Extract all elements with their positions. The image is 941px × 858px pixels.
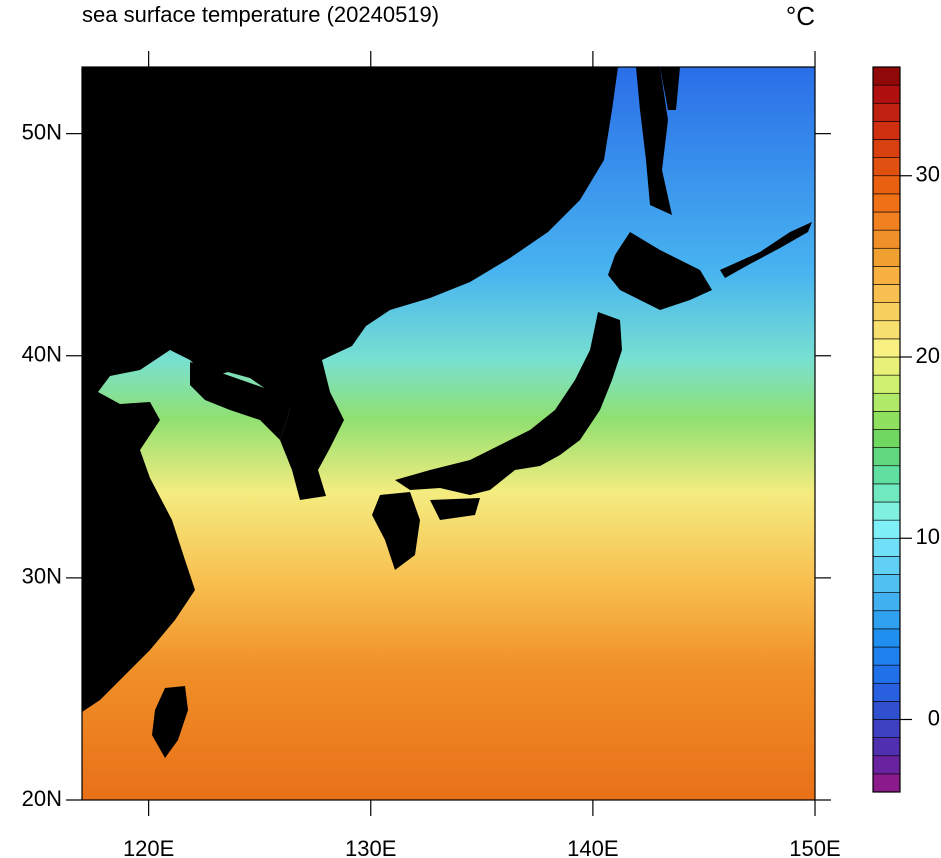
land-asia — [82, 67, 618, 712]
land-russia-ne — [660, 67, 680, 110]
colorbar-swatch — [872, 429, 901, 448]
colorbar-swatch — [872, 411, 901, 430]
colorbar-swatch — [872, 537, 901, 557]
colorbar-swatch — [872, 302, 901, 322]
colorbar-swatch — [872, 773, 901, 793]
land-taiwan — [152, 686, 188, 758]
colorbar-swatch — [872, 157, 901, 177]
axes: 120E 130E 140E 150E 20N 30N 40N 50N — [22, 51, 841, 858]
colorbar-swatch — [872, 175, 901, 195]
land-sakhalin — [636, 67, 672, 215]
land-bohai — [190, 362, 290, 440]
colorbar-swatch — [872, 392, 901, 412]
title: sea surface temperature (20240519) — [82, 2, 439, 27]
colorbar-swatch — [872, 701, 901, 720]
colorbar-swatch — [872, 501, 901, 521]
colorbar-swatch — [872, 211, 901, 231]
colorbar-swatch — [872, 664, 901, 684]
colorbar-swatch — [872, 66, 901, 86]
colorbar-swatch — [872, 646, 901, 666]
colorbar-swatch — [872, 356, 901, 376]
x-tick-label: 140E — [567, 836, 618, 858]
colorbar-tick-label: 10 — [916, 524, 940, 549]
colorbar-swatch — [872, 247, 901, 267]
map — [81, 66, 816, 801]
units: °C — [786, 1, 815, 31]
land-kyushu — [372, 492, 420, 570]
colorbar-swatch — [872, 682, 901, 702]
colorbar-swatch — [872, 610, 901, 630]
colorbar-swatch — [872, 574, 901, 593]
x-tick-label: 130E — [345, 836, 396, 858]
colorbar-swatch — [872, 719, 901, 738]
land-hokkaido — [608, 232, 712, 310]
map-frame — [81, 66, 816, 801]
y-tick-label: 50N — [22, 119, 62, 144]
x-tick-label: 150E — [789, 836, 840, 858]
colorbar-swatch — [872, 266, 901, 285]
y-tick-label: 40N — [22, 342, 62, 367]
colorbar-frame — [872, 66, 901, 793]
colorbar-swatch — [872, 229, 901, 249]
colorbar-swatch — [872, 556, 901, 575]
colorbar-swatch — [872, 737, 901, 757]
colorbar-swatch — [872, 121, 901, 140]
colorbar-swatch — [872, 755, 901, 775]
x-tick-label: 120E — [123, 836, 174, 858]
land-honshu — [395, 312, 622, 495]
colorbar-swatch — [872, 193, 901, 213]
colorbar-swatch — [872, 84, 901, 104]
land-shikoku — [430, 498, 480, 520]
colorbar-swatch — [872, 320, 901, 340]
colorbar-swatch — [872, 338, 901, 358]
colorbar-swatch — [872, 374, 901, 394]
colorbar-swatch — [872, 592, 901, 612]
y-tick-label: 20N — [22, 786, 62, 811]
colorbar-swatch — [872, 102, 901, 122]
colorbar-tick-label: 20 — [916, 343, 940, 368]
colorbar-swatch — [872, 465, 901, 485]
colorbar-swatch — [872, 447, 901, 467]
land-kuril — [720, 222, 812, 278]
colorbar-swatch — [872, 519, 901, 539]
colorbar-swatch — [872, 628, 901, 648]
colorbar-swatch — [872, 284, 901, 303]
colorbar-swatch — [872, 483, 901, 503]
colorbar: 0 10 20 30 — [872, 66, 940, 793]
y-tick-label: 30N — [22, 564, 62, 589]
colorbar-tick-label: 30 — [916, 162, 940, 187]
colorbar-tick-label: 0 — [928, 705, 940, 730]
colorbar-swatch — [872, 139, 901, 158]
